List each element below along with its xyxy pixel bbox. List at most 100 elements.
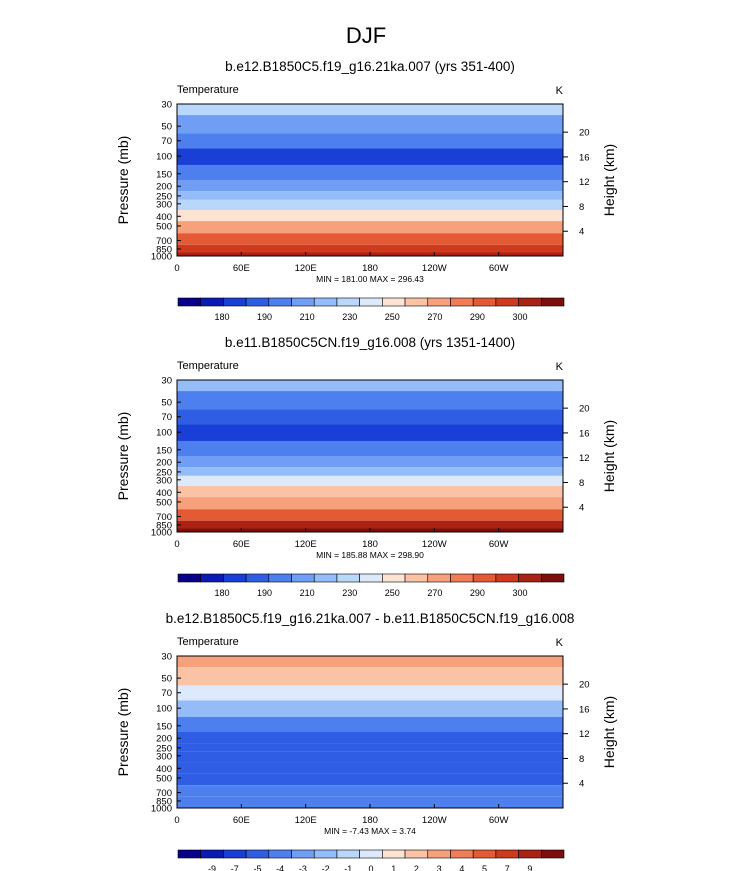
y-tick-label: 300 [156,199,172,210]
band-70 [177,409,563,425]
y-tick-label: 70 [161,412,172,423]
y2-axis-label: Height (km) [601,696,617,768]
colorbar-box [177,849,202,859]
colorbar-tick-label: 270 [427,588,442,598]
band-30 [177,380,563,392]
x-tick-label: 0 [174,263,179,274]
units-label: K [556,361,564,373]
chart-panel-2: b.e11.B1850C5CN.f19_g16.008 (yrs 1351-14… [115,335,617,598]
band-300 [177,751,563,763]
colorbar-box [223,297,247,307]
band-250 [177,743,563,752]
colorbar-box [382,573,406,583]
y-tick-label: 50 [161,398,172,409]
colorbar-box [450,849,474,859]
y-tick-label: 700 [156,512,172,523]
band-70 [177,685,563,701]
colorbar-box [268,849,292,859]
colorbar-box [518,573,542,583]
colorbar-box [291,297,315,307]
colorbar-box [245,573,270,583]
height-tick-label: 8 [579,754,584,765]
colorbar-tick-label: 230 [342,588,357,598]
colorbar-box [518,297,542,307]
band-500 [177,497,563,510]
colorbar-tick-label: 210 [300,588,315,598]
y-tick-label: 500 [156,773,172,784]
height-tick-label: 16 [579,152,590,163]
field-label: Temperature [177,84,239,96]
colorbar-box [540,297,565,307]
y2-axis-label: Height (km) [601,144,617,216]
band-200 [177,456,563,468]
y-tick-label: 100 [156,152,172,163]
band-50 [177,667,563,686]
y-tick-label: 100 [156,704,172,715]
band-700 [177,785,563,797]
colorbar-box [495,849,519,859]
colorbar-box [427,297,451,307]
x-tick-label: 60E [233,263,250,274]
colorbar-tick-label: -5 [253,864,261,871]
colorbar-box [404,297,429,307]
band-400 [177,486,563,498]
band-50 [177,115,563,134]
x-tick-label: 180 [362,815,378,826]
colorbar-box [540,573,565,583]
colorbar-tick-label: 5 [482,864,487,871]
colorbar-box [313,573,338,583]
colorbar-box [177,573,202,583]
y-tick-label: 150 [156,445,172,456]
panel-title: b.e12.B1850C5.f19_g16.21ka.007 (yrs 351-… [225,59,515,74]
colorbar-tick-label: 180 [214,588,229,598]
y-tick-label: 850 [156,520,172,531]
y-tick-label: 500 [156,497,172,508]
colorbar-box [359,297,383,307]
y-tick-label: 400 [156,212,172,223]
colorbar-box [336,573,360,583]
height-tick-label: 12 [579,729,590,740]
colorbar-box [427,849,451,859]
colorbar-box [291,849,315,859]
band-250 [177,191,563,200]
colorbar-box [268,573,292,583]
x-tick-label: 60W [489,539,509,550]
y-tick-label: 1000 [151,252,172,263]
height-tick-label: 4 [579,227,584,238]
y-tick-label: 70 [161,688,172,699]
y-tick-label: 70 [161,136,172,147]
colorbar-tick-label: 300 [512,588,527,598]
colorbar-tick-label: -4 [276,864,284,871]
colorbar-box [200,849,224,859]
y-axis-label: Pressure (mb) [115,412,131,501]
colorbar-tick-label: 180 [214,312,229,322]
band-500 [177,773,563,786]
y-tick-label: 250 [156,743,172,754]
colorbar-box [313,297,338,307]
stats-label: MIN = 181.00 MAX = 296.43 [316,274,424,284]
figure-title: DJF [346,23,386,48]
colorbar-box [472,849,497,859]
y-tick-label: 500 [156,221,172,232]
band-500 [177,221,563,234]
colorbar-box [427,573,451,583]
colorbar-tick-label: 250 [385,588,400,598]
colorbar-box [223,573,247,583]
colorbar-tick-label: 270 [427,312,442,322]
y-axis-label: Pressure (mb) [115,136,131,225]
y-tick-label: 850 [156,796,172,807]
colorbar-tick-label: 300 [512,312,527,322]
band-250 [177,467,563,476]
height-tick-label: 16 [579,428,590,439]
colorbar-tick-label: 290 [470,588,485,598]
height-tick-label: 4 [579,779,584,790]
band-200 [177,732,563,744]
x-tick-label: 60E [233,815,250,826]
x-tick-label: 120W [422,263,447,274]
y-tick-label: 700 [156,236,172,247]
colorbar-box [336,849,360,859]
colorbar-box [291,573,315,583]
band-30 [177,104,563,116]
colorbar-box [313,849,338,859]
band-300 [177,199,563,211]
